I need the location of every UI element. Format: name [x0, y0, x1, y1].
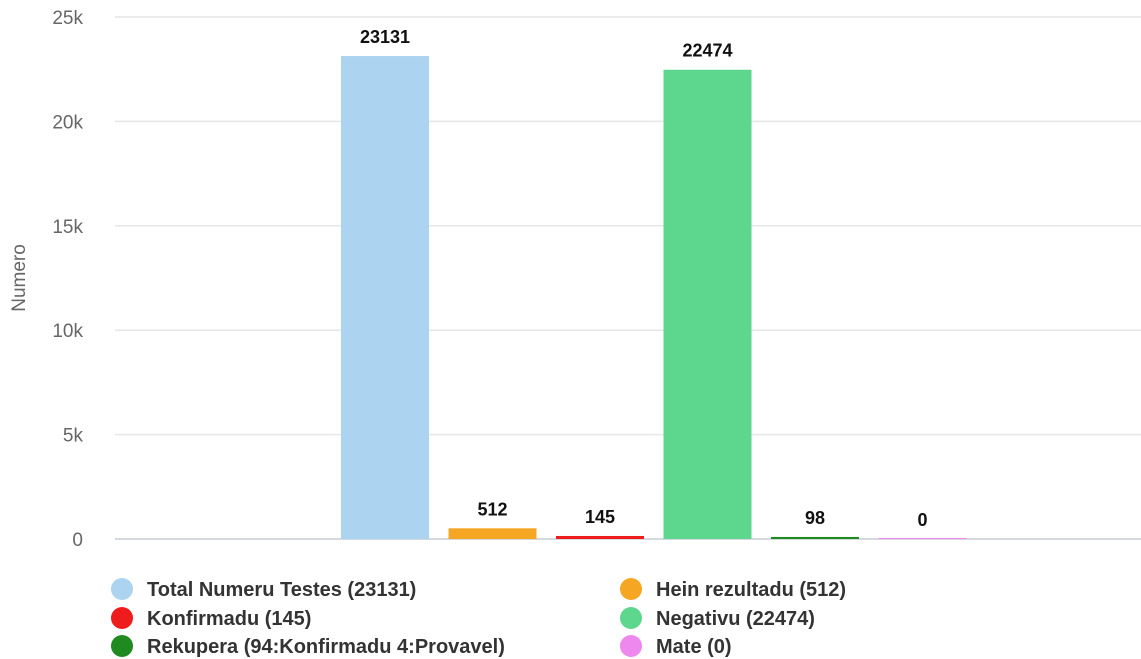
bar-value-label: 22474	[682, 41, 732, 61]
y-tick-label: 0	[72, 530, 83, 551]
legend-label: Konfirmadu (145)	[147, 608, 311, 630]
grid-lines	[115, 16, 1141, 540]
y-tick-label: 15k	[52, 217, 83, 238]
legend-item[interactable]: Hein rezultadu (512)	[620, 578, 846, 601]
legend-label: Rekupera (94:Konfirmadu 4:Provavel)	[147, 636, 505, 658]
bar-value-label: 512	[477, 499, 507, 519]
bar[interactable]	[771, 536, 859, 539]
data-labels: 23131 512 145 22474 98 0	[360, 27, 928, 530]
legend-marker	[620, 578, 642, 600]
bar[interactable]	[556, 535, 644, 539]
legend-label: Mate (0)	[656, 636, 732, 658]
legend-marker	[111, 578, 133, 600]
legend-item[interactable]: Mate (0)	[620, 635, 732, 658]
y-axis-ticks: 0 5k 10k 15k 20k 25k	[52, 8, 83, 551]
bar-value-label: 23131	[360, 27, 410, 47]
legend-marker	[111, 635, 133, 657]
legend-item[interactable]: Negativu (22474)	[620, 607, 815, 630]
bar-value-label: 145	[585, 507, 615, 527]
bar[interactable]	[878, 538, 967, 539]
legend-label: Negativu (22474)	[656, 608, 815, 630]
y-tick-label: 25k	[52, 8, 83, 29]
y-tick-label: 10k	[52, 321, 83, 342]
bar[interactable]	[341, 56, 429, 539]
legend-label: Hein rezultadu (512)	[656, 579, 846, 601]
legend-marker	[620, 635, 642, 657]
legend-marker	[111, 607, 133, 629]
y-tick-label: 20k	[52, 112, 83, 133]
legend-item[interactable]: Konfirmadu (145)	[111, 607, 311, 630]
y-tick-label: 5k	[63, 426, 84, 447]
legend-label: Total Numeru Testes (23131)	[147, 579, 416, 601]
legend-marker	[620, 607, 642, 629]
legend: Total Numeru Testes (23131) Hein rezultad…	[111, 578, 846, 658]
bar-value-label: 0	[917, 510, 927, 530]
legend-item[interactable]: Total Numeru Testes (23131)	[111, 578, 416, 601]
legend-item[interactable]: Rekupera (94:Konfirmadu 4:Provavel)	[111, 635, 505, 658]
bar-value-label: 98	[805, 508, 825, 528]
y-axis-title: Numero	[9, 244, 30, 312]
bar[interactable]	[663, 69, 752, 539]
bar[interactable]	[448, 528, 537, 539]
bars	[341, 56, 967, 539]
